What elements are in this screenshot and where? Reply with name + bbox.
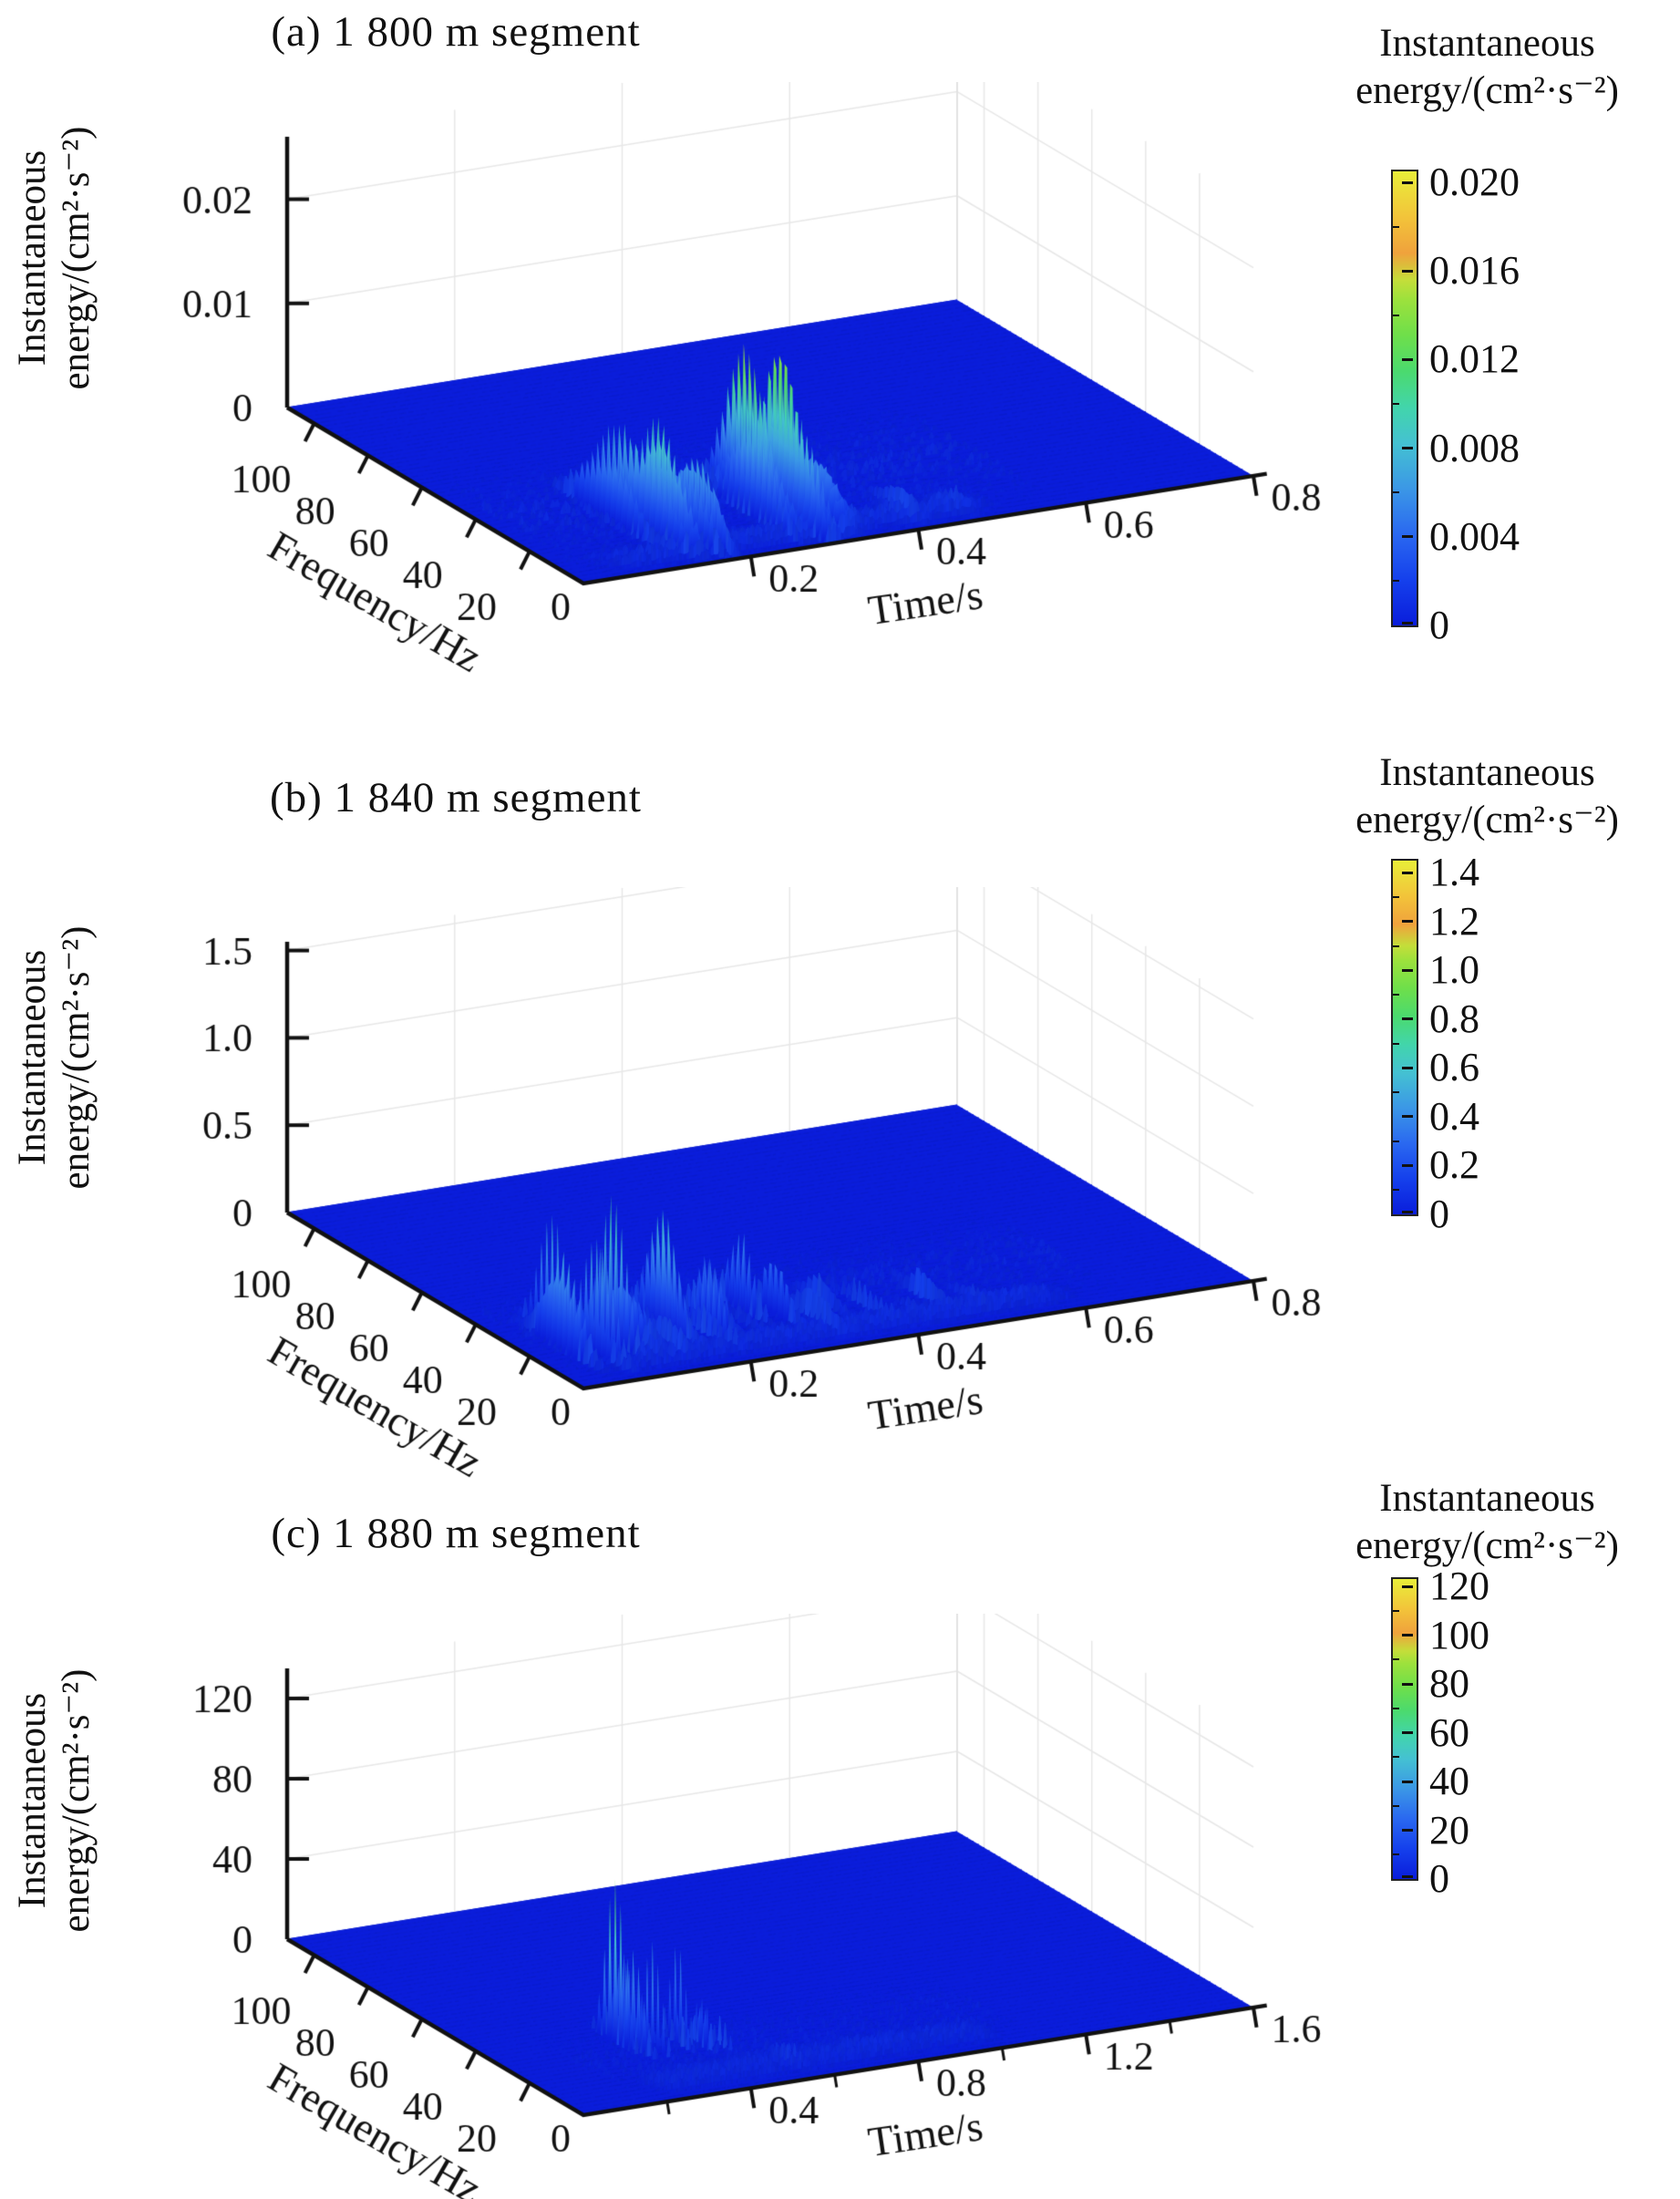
colorbar-minor-tick	[1393, 403, 1399, 406]
colorbar-tick-label: 1.4	[1429, 850, 1479, 895]
colorbar-tick-label: 100	[1429, 1612, 1489, 1657]
colorbar-minor-tick	[1393, 225, 1399, 228]
colorbar-minor-tick	[1393, 945, 1399, 947]
plot-title-c: (c) 1 880 m segment	[271, 1510, 641, 1557]
colorbar-minor-tick	[1393, 580, 1399, 583]
colorbar-b: 1.4 1.2 1.0 0.8 0.6 0.4 0.2 0	[1391, 850, 1479, 1236]
colorbar-tick	[1402, 1163, 1413, 1167]
colorbar-title-a: Instantaneous energy/(cm²·s⁻²)	[1294, 20, 1680, 114]
colorbar-tick-label: 0.6	[1429, 1045, 1479, 1090]
colorbar-minor-tick	[1393, 1140, 1399, 1142]
colorbar-title-line1: Instantaneous	[1379, 751, 1595, 794]
colorbar-tick-label: 0.008	[1429, 425, 1520, 470]
colorbar-tick-label: 0.4	[1429, 1093, 1479, 1139]
colorbar-tick	[1402, 181, 1413, 184]
colorbar-tick	[1402, 1829, 1413, 1832]
colorbar-minor-tick	[1393, 1853, 1399, 1856]
colorbar-tick	[1402, 357, 1413, 361]
colorbar-minor-tick	[1393, 1658, 1399, 1661]
colorbar-tick-label: 120	[1429, 1564, 1489, 1609]
colorbar-tick-label: 1.0	[1429, 947, 1479, 993]
colorbar-title-line1: Instantaneous	[1379, 1477, 1595, 1520]
colorbar-minor-tick	[1393, 1091, 1399, 1094]
colorbar-title-b: Instantaneous energy/(cm²·s⁻²)	[1294, 749, 1680, 843]
colorbar-tick-label: 0.020	[1429, 160, 1520, 205]
colorbar-tick-label: 0	[1429, 1192, 1449, 1236]
colorbar-minor-tick	[1393, 1189, 1399, 1192]
colorbar-minor-tick	[1393, 896, 1399, 899]
colorbar-tick	[1402, 1780, 1413, 1783]
colorbar-tick-label: 0.012	[1429, 336, 1520, 382]
colorbar-tick-label: 40	[1429, 1759, 1469, 1803]
colorbar-tick-label: 0.016	[1429, 248, 1520, 294]
colorbar-title-line2: energy/(cm²·s⁻²)	[1355, 68, 1619, 112]
colorbar-tick	[1402, 1682, 1413, 1686]
colorbar-tick	[1402, 269, 1413, 273]
colorbar-tick	[1402, 1875, 1413, 1878]
colorbar-tick	[1402, 1017, 1413, 1021]
colorbar-tick-label: 0.004	[1429, 513, 1520, 559]
colorbar-minor-tick	[1393, 1756, 1399, 1759]
colorbar-tick	[1402, 535, 1413, 539]
plot-title-b: (b) 1 840 m segment	[270, 774, 642, 821]
colorbar-a: 0.020 0.016 0.012 0.008 0.004 0	[1391, 160, 1520, 647]
colorbar-tick-label: 0.8	[1429, 996, 1479, 1041]
colorbar-tick	[1402, 1066, 1413, 1069]
surface-plot-a	[0, 82, 1367, 720]
surface-plot-b	[0, 887, 1367, 1525]
colorbar-tick	[1402, 1634, 1413, 1637]
colorbar-title-line1: Instantaneous	[1379, 22, 1595, 65]
colorbar-tick	[1402, 968, 1413, 972]
colorbar-minor-tick	[1393, 1804, 1399, 1807]
colorbar-tick	[1402, 622, 1413, 625]
colorbar-tick-label: 0	[1429, 1856, 1449, 1901]
colorbar-minor-tick	[1393, 994, 1399, 996]
colorbar-tick-label: 80	[1429, 1661, 1469, 1707]
colorbar-tick-label: 1.2	[1429, 898, 1479, 944]
colorbar-tick-label: 0	[1429, 603, 1449, 647]
colorbar-minor-tick	[1393, 1609, 1399, 1612]
colorbar-minor-tick	[1393, 314, 1399, 316]
colorbar-tick-label: 20	[1429, 1807, 1469, 1853]
colorbar-minor-tick	[1393, 1042, 1399, 1045]
colorbar-tick	[1402, 1585, 1413, 1588]
colorbar-minor-tick	[1393, 1707, 1399, 1709]
colorbar-tick	[1402, 1211, 1413, 1213]
colorbar-minor-tick	[1393, 491, 1399, 494]
colorbar-title-line2: energy/(cm²·s⁻²)	[1355, 1523, 1619, 1567]
surface-plot-c	[0, 1614, 1367, 2199]
colorbar-tick	[1402, 871, 1413, 874]
colorbar-c: 120 100 80 60 40 20 0	[1391, 1564, 1489, 1901]
colorbar-tick	[1402, 920, 1413, 924]
plot-title-a: (a) 1 800 m segment	[271, 8, 641, 56]
colorbar-title-c: Instantaneous energy/(cm²·s⁻²)	[1294, 1475, 1680, 1569]
colorbar-title-line2: energy/(cm²·s⁻²)	[1355, 798, 1619, 841]
colorbar-tick	[1402, 1115, 1413, 1119]
colorbar-tick	[1402, 1731, 1413, 1734]
colorbar-tick	[1402, 447, 1413, 450]
colorbar-tick-label: 0.2	[1429, 1142, 1479, 1188]
colorbar-tick-label: 60	[1429, 1709, 1469, 1755]
